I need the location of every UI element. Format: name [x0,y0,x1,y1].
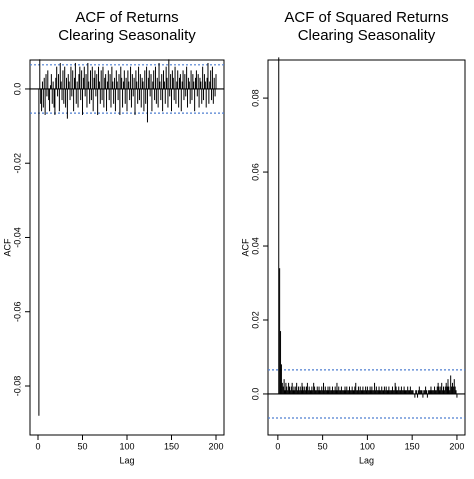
y-tick-label: 0.04 [250,237,260,255]
x-tick-label: 100 [360,441,375,451]
y-tick-label: 0.06 [250,163,260,181]
y-axis-label: ACF [2,238,12,257]
x-axis-label: Lag [119,455,134,465]
plot-box [267,59,466,436]
x-tick-label: 150 [405,441,420,451]
x-axis-label: Lag [359,455,374,465]
y-tick-label: 0.0 [250,388,260,401]
chart-title: Clearing Seasonality [58,27,196,44]
x-tick-label: 200 [208,441,223,451]
x-tick-label: 50 [318,441,328,451]
x-tick-label: 50 [77,441,87,451]
y-axis-label: ACF [240,238,250,257]
y-tick-label: -0.02 [12,153,22,174]
chart-title: ACF of Squared Returns [284,9,448,26]
y-tick-label: -0.06 [12,301,22,322]
y-tick-label: -0.08 [12,376,22,397]
y-tick-label: 0.08 [250,89,260,107]
y-tick-label: 0.0 [12,83,22,96]
y-tick-label: 0.02 [250,311,260,329]
x-tick-label: 0 [275,441,280,451]
y-tick-label: -0.04 [12,227,22,248]
x-tick-label: 200 [449,441,464,451]
x-tick-label: 150 [164,441,179,451]
chart-title: Clearing Seasonality [298,27,436,44]
x-tick-label: 0 [36,441,41,451]
chart-title: ACF of Returns [75,9,178,26]
x-tick-label: 100 [119,441,134,451]
plot-box [29,59,225,436]
